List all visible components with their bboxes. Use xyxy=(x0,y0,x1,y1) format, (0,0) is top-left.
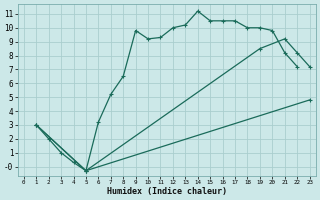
X-axis label: Humidex (Indice chaleur): Humidex (Indice chaleur) xyxy=(107,187,227,196)
